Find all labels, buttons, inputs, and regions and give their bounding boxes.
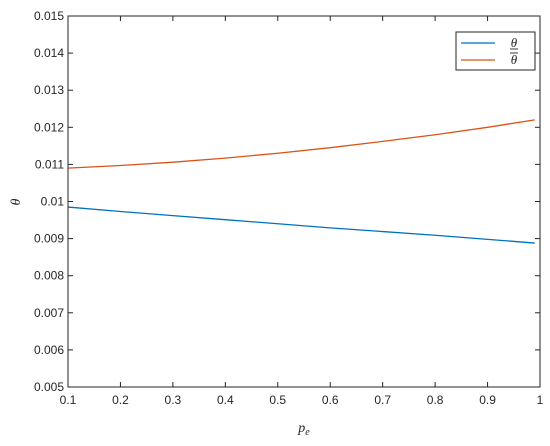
x-axis-title: pe: [297, 421, 310, 438]
x-tick-label: 0.6: [322, 393, 339, 407]
series-line-2: [67, 119, 535, 169]
y-tick-label: 0.008: [34, 269, 64, 283]
series-line-1: [67, 206, 535, 244]
x-tick-label: 1: [537, 393, 544, 407]
x-tick-label: 0.2: [112, 393, 129, 407]
legend-label-2: θ: [511, 52, 518, 67]
y-tick-label: 0.013: [34, 83, 64, 97]
y-tick-label: 0.011: [35, 157, 64, 171]
y-axis-title: θ: [9, 198, 24, 205]
x-axis-title-main: p: [297, 421, 305, 436]
y-tick-label: 0.009: [34, 232, 64, 246]
x-tick-label: 0.5: [269, 393, 286, 407]
x-tick-label: 0.1: [60, 393, 77, 407]
y-tick-label: 0.012: [34, 120, 64, 134]
x-tick-label: 0.4: [217, 393, 234, 407]
y-tick-label: 0.006: [34, 343, 64, 357]
x-tick-label: 0.7: [374, 393, 391, 407]
x-tick-label: 0.3: [165, 393, 182, 407]
x-axis: 0.1 0.2 0.3 0.4 0.5 0.6 0.7 0.8 0.9 1: [60, 16, 544, 407]
x-axis-title-subscript: e: [305, 427, 310, 438]
plot-frame: [67, 15, 541, 388]
x-tick-label: 0.8: [427, 393, 444, 407]
legend-label-1: θ: [511, 35, 518, 50]
y-tick-label: 0.015: [34, 9, 64, 23]
y-tick-label: 0.01: [41, 195, 65, 209]
y-axis: 0.005 0.006 0.007 0.008 0.009 0.01 0.011 0.012 0…: [34, 9, 540, 394]
y-tick-label: 0.014: [34, 46, 64, 60]
legend: θθ: [455, 31, 536, 71]
legend-box: [455, 31, 536, 71]
y-tick-label: 0.005: [34, 380, 64, 394]
y-tick-label: 0.007: [34, 306, 64, 320]
plot-marks: [67, 119, 535, 244]
x-tick-label: 0.9: [479, 393, 496, 407]
